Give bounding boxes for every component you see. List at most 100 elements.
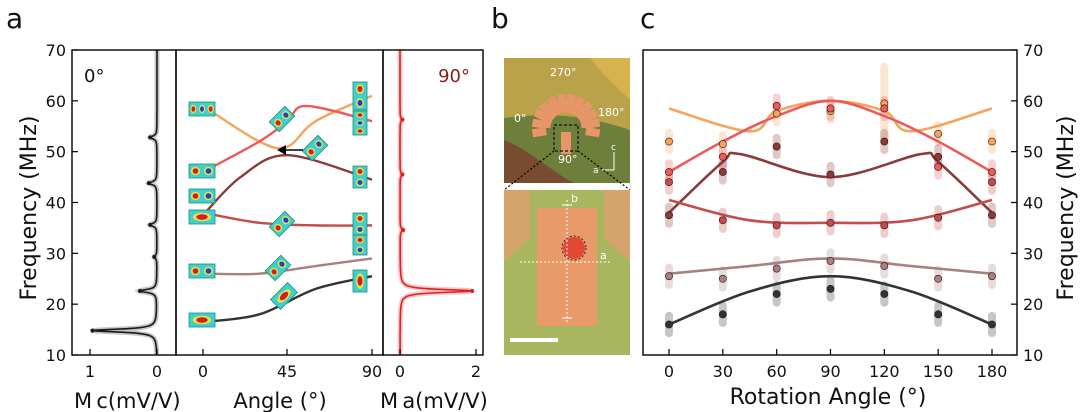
panel-c-xticks: 0 30 60 90 120 150 180 (664, 349, 1007, 381)
mode-shape-thumbnail (268, 210, 296, 238)
data-point (826, 257, 835, 265)
data-point (880, 137, 889, 146)
panel-a-left-frame (71, 49, 177, 356)
mode-lobe (357, 129, 363, 133)
electrode-finger (577, 101, 593, 117)
panel-a-mode-shapes (188, 81, 368, 328)
xtick-label: 0 (152, 362, 162, 381)
mode-lobe (357, 237, 363, 243)
mode-frame (268, 210, 296, 238)
dispersion-curve (202, 257, 373, 276)
panel-c-error-bars (665, 62, 996, 338)
mode-lobe (205, 168, 212, 174)
mode-lobe (357, 247, 363, 253)
electrode-arc (545, 107, 587, 129)
electrode-finger (547, 95, 561, 112)
electrode-finger (531, 127, 547, 138)
mode-lobe (316, 141, 322, 147)
spectrum-noise-band (92, 50, 160, 355)
dispersion-curve (202, 94, 373, 150)
mode-lobe (357, 113, 363, 117)
mode-lobe (208, 106, 213, 112)
ytick-label: 40 (1023, 194, 1043, 213)
xtick-label: 120 (869, 362, 900, 381)
xtick-label: 150 (923, 362, 954, 381)
mode-lobe (191, 106, 196, 112)
panel-b-zoom-box (553, 124, 579, 152)
arrow-icon (277, 145, 303, 155)
data-point (988, 272, 996, 281)
mode-lobe (357, 85, 363, 93)
ytick-label: 60 (46, 92, 66, 111)
panel-a-yticks: 10 20 30 40 50 60 70 (46, 41, 78, 365)
mode-lobe (192, 268, 199, 274)
mode-lobe (275, 120, 281, 126)
mode-lobe (275, 225, 281, 231)
peak-marker (152, 254, 157, 259)
panel-a-left-xlabel: M c(mV/V) (74, 389, 181, 412)
panel-c-data-points (665, 99, 996, 329)
mode-lobe (271, 269, 277, 275)
ytick-label: 10 (1023, 346, 1043, 365)
panel-a-right-spectrum (397, 50, 475, 355)
mode-shape-thumbnail (188, 101, 216, 117)
panel-b-laser-spot (563, 237, 585, 259)
data-point (988, 320, 996, 329)
mode-shape-thumbnail (264, 254, 292, 282)
panel-b-label-180: 180° (598, 106, 625, 119)
panel-c-frame (642, 49, 1018, 356)
mode-frame (268, 105, 296, 133)
peak-marker (400, 172, 405, 177)
spectrum-trace (92, 50, 158, 355)
xtick-label: 30 (713, 362, 733, 381)
panel-a-left-spectrum (90, 50, 160, 355)
peak-marker (148, 135, 153, 140)
panel-b-axis-a: a (600, 249, 607, 262)
data-point (718, 310, 727, 319)
fit-curve (668, 274, 993, 326)
mode-shape-thumbnail (352, 212, 368, 236)
data-point (826, 104, 835, 113)
ytick-label: 50 (46, 143, 66, 162)
electrode-feed (561, 132, 571, 154)
spectrum-noise-band (397, 50, 473, 355)
data-point (988, 137, 996, 146)
electrode-finger (585, 127, 601, 138)
ytick-label: 50 (1023, 143, 1043, 162)
mode-lobe (357, 121, 363, 125)
panel-a-middle-xticks: 0 45 90 (198, 349, 382, 381)
mode-lobe (283, 217, 289, 223)
xtick-label: 2 (471, 362, 481, 381)
mode-lobe (205, 268, 212, 274)
ytick-label: 30 (46, 244, 66, 263)
data-point (934, 213, 943, 222)
ytick-label: 20 (46, 295, 66, 314)
xtick-label: 0 (395, 362, 405, 381)
mode-lobe (357, 169, 363, 174)
data-point (826, 218, 835, 227)
panel-c-xlabel: Rotation Angle (°) (730, 385, 927, 410)
data-point (718, 274, 727, 283)
mode-lobe (205, 193, 212, 199)
panel-a-right-label: 90° (438, 66, 470, 87)
mode-lobe (357, 180, 363, 185)
ytick-label: 70 (46, 41, 66, 60)
ytick-label: 20 (1023, 295, 1043, 314)
data-point (772, 264, 781, 273)
data-point (934, 310, 943, 319)
data-point (934, 152, 943, 161)
electrode-finger (531, 118, 547, 129)
electrode-finger (585, 118, 601, 129)
mode-lobe (279, 291, 289, 301)
electrode-finger (571, 95, 585, 112)
mode-lobe (308, 149, 314, 155)
mode-shape-thumbnail (352, 234, 368, 256)
mode-frame (264, 254, 292, 282)
panel-a-left-label: 0° (84, 66, 104, 87)
peak-marker (148, 222, 153, 227)
mode-shape-thumbnail (188, 312, 216, 328)
data-point (988, 178, 996, 187)
